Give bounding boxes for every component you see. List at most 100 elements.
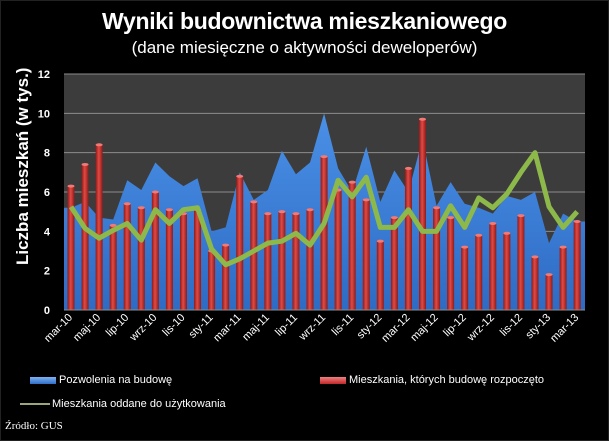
y-tick-label: 4 (44, 226, 51, 238)
bar (320, 156, 328, 310)
bar-cap (489, 221, 497, 225)
bar-cap (278, 210, 286, 214)
bar (264, 213, 272, 310)
bar (376, 241, 384, 310)
legend-swatch-blue-icon (30, 376, 56, 384)
bar (109, 225, 117, 310)
bar (362, 199, 370, 310)
x-tick-label: lis-11 (330, 312, 357, 339)
bar-cap (531, 255, 539, 259)
x-tick-label: maj-11 (240, 312, 272, 344)
legend-swatch-line-icon (20, 403, 50, 405)
bar (573, 221, 581, 310)
bar (348, 182, 356, 310)
bar-cap (320, 155, 328, 159)
bar (137, 207, 145, 310)
legend-swatch-red-icon (320, 376, 346, 384)
x-tick-label: maj-10 (71, 312, 103, 344)
bar-cap (306, 208, 314, 212)
x-tick-label: wrz-11 (296, 312, 328, 344)
bar (489, 223, 497, 310)
legend-label-started: Mieszkania, których budowę rozpoczęto (349, 374, 545, 386)
bar (433, 207, 441, 310)
bar-cap (222, 243, 230, 247)
bar (95, 144, 103, 310)
bar (419, 119, 426, 310)
bar (475, 235, 483, 310)
legend-item-permits: Pozwolenia na budowę (30, 374, 172, 386)
bar (531, 256, 539, 310)
line-series-completed (68, 150, 580, 268)
bar (306, 209, 314, 310)
bar-cap (95, 143, 103, 147)
bar-cap (123, 202, 131, 206)
x-tick-label: maj-12 (408, 312, 440, 344)
bar (404, 168, 412, 310)
x-tick-label: mar-13 (548, 312, 581, 345)
bar-cap (165, 208, 173, 212)
bar-cap (559, 245, 567, 249)
bar-cap (475, 233, 483, 237)
legend-item-started: Mieszkania, których budowę rozpoczęto (320, 374, 544, 386)
bar (334, 190, 342, 310)
bar (559, 247, 567, 310)
y-tick-label: 6 (44, 187, 50, 199)
bar (222, 245, 230, 310)
bar-cap (236, 174, 244, 178)
bar-cap (348, 180, 356, 184)
bar (517, 215, 525, 310)
x-tick-label: mar-11 (211, 312, 244, 345)
bar-cap (67, 184, 75, 188)
y-axis-ticks: 0 2 4 6 8 10 12 (38, 69, 51, 317)
bar (278, 211, 286, 310)
bar-cap (250, 200, 258, 204)
bar (250, 201, 258, 310)
y-tick-label: 10 (38, 108, 50, 120)
bar-cap (109, 223, 117, 227)
bar-cap (433, 206, 441, 210)
bar-cap (545, 273, 553, 277)
legend-label-permits: Pozwolenia na budowę (59, 374, 173, 386)
bar-cap (292, 212, 300, 216)
bar (194, 209, 202, 310)
bar (390, 217, 398, 310)
y-tick-label: 0 (44, 305, 50, 317)
x-tick-label: wrz-10 (127, 312, 160, 345)
x-tick-label: mar-12 (379, 312, 412, 345)
bar (447, 217, 455, 310)
bar-cap (151, 190, 159, 194)
x-tick-label: lis-10 (161, 312, 188, 339)
bar-cap (376, 239, 384, 243)
legend-item-completed: Mieszkania oddane do użytkowania (20, 398, 226, 410)
bar (292, 213, 300, 310)
legend-label-completed: Mieszkania oddane do użytkowania (52, 398, 226, 410)
y-tick-label: 2 (44, 266, 50, 278)
bar (151, 192, 159, 310)
bar-cap (573, 220, 581, 223)
bar (123, 203, 131, 310)
bar-cap (362, 198, 370, 202)
y-tick-label: 12 (38, 69, 50, 81)
bar (461, 247, 469, 310)
bar (179, 213, 187, 310)
bar-cap (404, 166, 412, 170)
bar-cap (419, 117, 426, 121)
bar-series-started (67, 117, 581, 310)
bar (81, 164, 89, 310)
chart-subtitle: (dane miesięczne o aktywności deweloperó… (131, 38, 478, 57)
bar-cap (447, 216, 455, 220)
bar-cap (461, 245, 469, 249)
bar (208, 251, 216, 310)
bar (503, 233, 511, 310)
bar (67, 186, 75, 310)
bar (236, 176, 244, 310)
bar (165, 209, 173, 310)
source-note: Źródło: GUS (5, 420, 63, 432)
x-tick-label: wrz-12 (464, 312, 497, 345)
bar-cap (137, 206, 145, 210)
bar-cap (517, 214, 525, 218)
x-tick-label: lis-12 (498, 312, 525, 339)
y-tick-label: 8 (44, 148, 50, 160)
